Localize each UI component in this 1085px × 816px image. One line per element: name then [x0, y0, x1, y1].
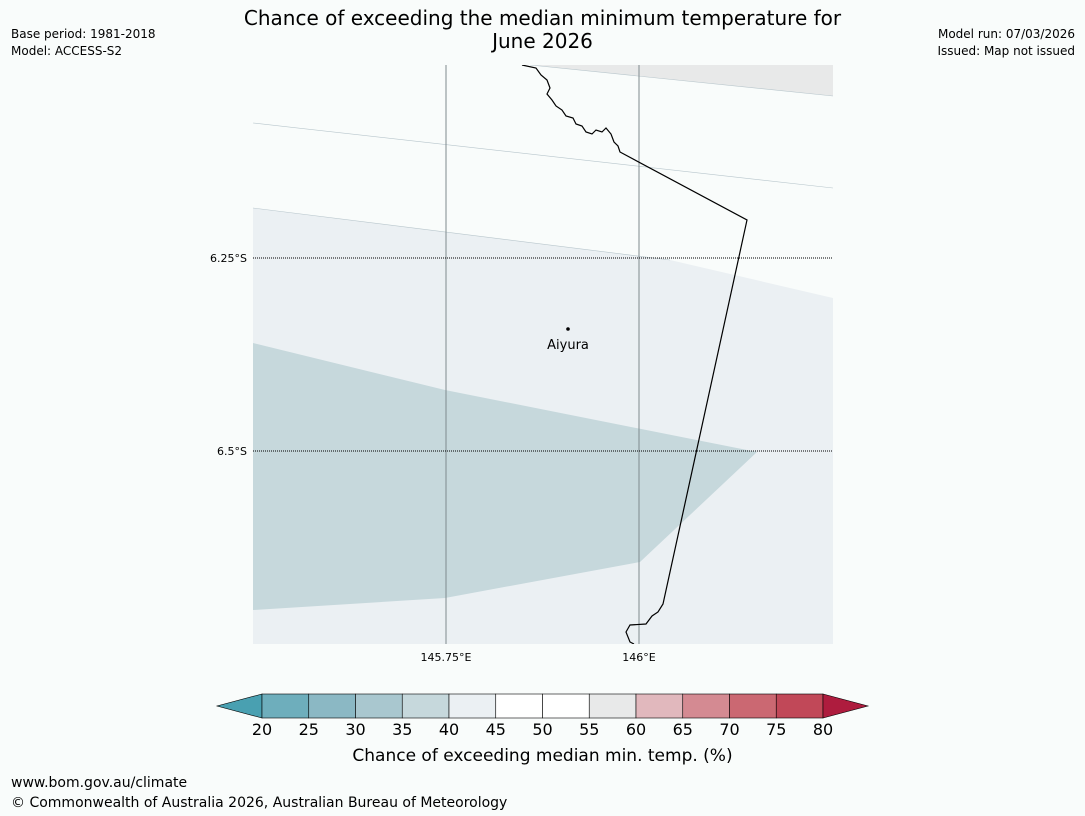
colorbar-ticks: 20 25 30 35 40 45 50 55 60 65 70 75 80: [0, 720, 1085, 740]
colorbar-segment: [682, 693, 730, 719]
contour-line: [253, 207, 671, 261]
footer-copyright: © Commonwealth of Australia 2026, Austra…: [11, 795, 508, 811]
colorbar-segment: [542, 693, 590, 719]
colorbar-extend-low: [215, 693, 263, 719]
colorbar-tick-label: 55: [579, 720, 600, 739]
location-label: Aiyura: [547, 338, 589, 353]
colorbar-segment: [588, 693, 637, 719]
colorbar-tick-label: 75: [766, 720, 787, 739]
colorbar-tick-label: 35: [392, 720, 413, 739]
colorbar-segment: [495, 693, 543, 719]
colorbar-tick-label: 50: [532, 720, 553, 739]
contour-line: [529, 65, 833, 97]
contour-line: [253, 122, 833, 189]
colorbar-segment: [448, 693, 497, 719]
meta-right: Model run: 07/03/2026 Issued: Map not is…: [937, 26, 1075, 60]
colorbar-extend-high: [822, 693, 870, 719]
location-marker: [566, 327, 570, 331]
lat-label-6-5: 6.5°S: [217, 445, 247, 458]
colorbar-tick-label: 70: [719, 720, 740, 739]
title-line-2: June 2026: [492, 29, 593, 53]
colorbar-segment: [355, 693, 403, 719]
colorbar-tick-label: 65: [672, 720, 693, 739]
model-run: Model run: 07/03/2026: [937, 27, 1075, 41]
lon-label-145-75: 145.75°E: [421, 651, 472, 664]
meta-left: Base period: 1981-2018 Model: ACCESS-S2: [11, 26, 156, 60]
lat-label-6-25: 6.25°S: [210, 252, 247, 265]
issued-status: Issued: Map not issued: [937, 44, 1075, 58]
colorbar-tick-label: 25: [298, 720, 319, 739]
base-period: Base period: 1981-2018: [11, 27, 156, 41]
map-title: Chance of exceeding the median minimum t…: [200, 7, 885, 53]
colorbar-segment: [401, 693, 450, 719]
colorbar-label: Chance of exceeding median min. temp. (%…: [352, 746, 733, 766]
colorbar-tick-label: 45: [485, 720, 506, 739]
colorbar-tick-label: 60: [625, 720, 647, 739]
colorbar-segment: [308, 693, 356, 719]
colorbar: [215, 693, 870, 719]
colorbar-segment: [729, 693, 777, 719]
title-line-1: Chance of exceeding the median minimum t…: [243, 6, 842, 30]
map-area: Aiyura: [253, 65, 833, 644]
colorbar-tick-label: 40: [438, 720, 460, 739]
lon-label-146: 146°E: [622, 651, 655, 664]
model-name: Model: ACCESS-S2: [11, 44, 123, 58]
colorbar-tick-label: 80: [812, 720, 834, 739]
footer-url: www.bom.gov.au/climate: [11, 775, 188, 791]
colorbar-segment: [635, 693, 684, 719]
colorbar-segment: [261, 693, 310, 719]
colorbar-segment: [775, 693, 824, 719]
colorbar-tick-label: 30: [345, 720, 366, 739]
colorbar-tick-label: 20: [251, 720, 273, 739]
region-35-40: [253, 343, 757, 610]
border-line: [521, 65, 748, 644]
